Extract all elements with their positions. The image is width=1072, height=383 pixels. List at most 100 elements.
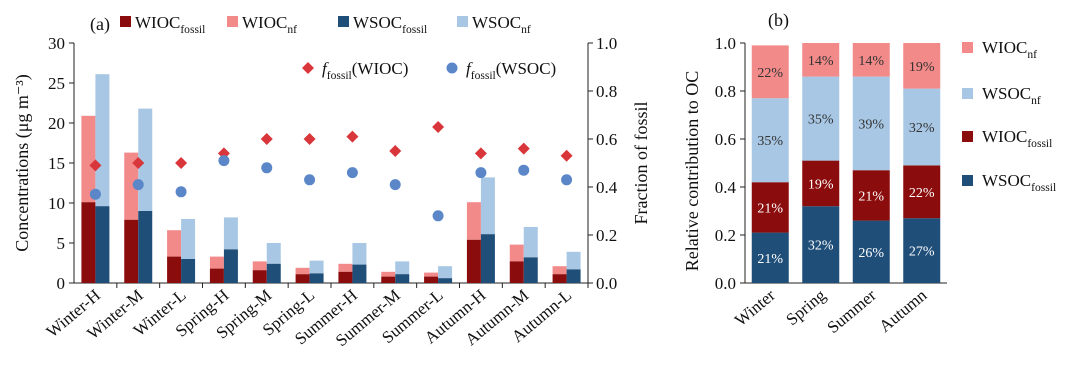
data-label: 35% xyxy=(808,113,834,128)
bar-segment-wsoc-fossil xyxy=(852,220,890,283)
bar-segment-wioc-nf xyxy=(751,45,789,99)
panel-label: (a) xyxy=(90,14,110,35)
bar-wioc-fossil xyxy=(124,219,139,283)
point-ffossil-wsoc xyxy=(132,179,144,191)
y-axis-title: Relative contribution to OC xyxy=(682,71,702,271)
bar-wioc-nf xyxy=(466,202,481,240)
bar-wsoc-fossil xyxy=(95,206,110,283)
bar-segment-wioc-nf xyxy=(852,43,890,77)
point-ffossil-wsoc xyxy=(432,210,444,222)
y-tick-label: 0.8 xyxy=(715,82,736,101)
x-tick-label: Winter xyxy=(731,285,779,330)
bar-wsoc-nf xyxy=(480,177,495,235)
bar-segment-wioc-fossil xyxy=(852,170,890,221)
point-ffossil-wsoc xyxy=(218,155,230,167)
bar-segment-wioc-fossil xyxy=(751,182,789,233)
bar-wsoc-nf xyxy=(395,261,410,275)
bar-wsoc-nf xyxy=(181,219,196,259)
y-tick-label: 30 xyxy=(48,34,65,53)
bar-wsoc-fossil xyxy=(352,264,367,283)
bar-segment-wsoc-fossil xyxy=(903,218,941,283)
bar-wioc-nf xyxy=(167,230,182,257)
y2-axis-title: Fraction of fossil xyxy=(631,102,651,225)
x-tick-label: Autumn xyxy=(875,285,930,336)
y-tick-label: 5 xyxy=(57,234,66,253)
legend-swatch xyxy=(962,131,973,142)
bar-wsoc-fossil xyxy=(138,211,153,283)
legend-swatch xyxy=(227,16,238,27)
bar-wsoc-fossil xyxy=(309,273,324,283)
bar-wioc-fossil xyxy=(209,268,224,283)
bar-segment-wioc-fossil xyxy=(903,165,941,219)
point-ffossil-wioc xyxy=(132,157,145,169)
y-tick-label: 20 xyxy=(48,114,65,133)
legend-label: WIOCnf xyxy=(242,13,297,36)
bar-wioc-nf xyxy=(381,271,396,277)
bar-wioc-fossil xyxy=(295,274,310,283)
bar-wsoc-fossil xyxy=(266,263,281,283)
bar-wioc-fossil xyxy=(466,239,481,283)
point-ffossil-wsoc xyxy=(261,162,273,174)
bar-wioc-nf xyxy=(509,244,524,262)
y-tick-label: 25 xyxy=(48,74,65,93)
bar-wioc-fossil xyxy=(167,256,182,283)
bar-wsoc-fossil xyxy=(480,234,495,283)
legend-swatch xyxy=(120,16,131,27)
data-label: 14% xyxy=(808,54,834,69)
point-ffossil-wsoc xyxy=(389,179,401,191)
y2-tick-label: 0.4 xyxy=(596,178,618,197)
x-tick-label: Summer xyxy=(823,285,880,337)
bar-wioc-fossil xyxy=(338,271,353,283)
panel-a-chart: 0 5 10 15 20 25 30 0.0 0.2 0.4 0.6 0.8 1.0 Concentrat… xyxy=(12,13,651,350)
bar-wsoc-fossil xyxy=(523,257,538,283)
bar-wioc-nf xyxy=(552,266,567,275)
y-tick-label: 0 xyxy=(57,274,66,293)
point-ffossil-wioc xyxy=(517,142,530,155)
legend-label-ffossil-wsoc: ffossil(WSOC) xyxy=(466,59,556,82)
bar-segment-wsoc-nf xyxy=(751,98,789,183)
bar-wioc-nf xyxy=(338,263,353,272)
bar-wioc-nf xyxy=(252,261,267,271)
legend-label-ffossil-wioc: ffossil(WIOC) xyxy=(322,59,408,82)
data-label: 21% xyxy=(858,189,884,204)
bar-wsoc-nf xyxy=(223,217,238,250)
legend-swatch xyxy=(962,42,973,53)
bar-wsoc-fossil xyxy=(181,259,196,283)
point-ffossil-wsoc xyxy=(304,174,316,186)
legend-swatch xyxy=(457,16,468,27)
bar-segment-wsoc-fossil xyxy=(751,232,789,283)
point-ffossil-wioc xyxy=(346,130,359,143)
bar-wioc-nf xyxy=(124,152,139,220)
data-label: 19% xyxy=(909,60,935,75)
data-label: 27% xyxy=(909,245,935,260)
legend-label: WSOCnf xyxy=(982,84,1041,107)
y2-tick-label: 0.8 xyxy=(596,82,617,101)
data-label: 26% xyxy=(858,246,884,261)
y-tick-label: 15 xyxy=(48,154,65,173)
point-ffossil-wsoc xyxy=(475,167,487,179)
point-ffossil-wioc xyxy=(175,157,188,169)
point-ffossil-wioc xyxy=(474,147,487,160)
legend-label: WIOCnf xyxy=(982,38,1037,61)
bar-wsoc-fossil xyxy=(395,274,410,283)
bar-wioc-fossil xyxy=(252,270,267,283)
bar-wioc-nf xyxy=(81,115,96,203)
bar-wsoc-nf xyxy=(352,243,367,265)
y-tick-label: 1.0 xyxy=(715,34,736,53)
bar-wsoc-nf xyxy=(566,251,581,270)
data-label: 21% xyxy=(757,252,783,267)
data-label: 22% xyxy=(757,66,783,81)
legend-label: WSOCfossil xyxy=(982,171,1056,194)
y2-tick-label: 0.0 xyxy=(596,274,617,293)
data-label: 22% xyxy=(909,186,935,201)
legend-label: WIOCfossil xyxy=(135,13,205,36)
bar-segment-wioc-fossil xyxy=(802,160,840,207)
point-ffossil-wioc xyxy=(432,121,445,133)
bar-wioc-fossil xyxy=(509,261,524,283)
y-tick-label: 10 xyxy=(48,194,65,213)
panel-b-chart: 0.0 0.2 0.4 0.6 0.8 1.0 Relative contribution … xyxy=(682,10,1056,337)
y-tick-label: 0.2 xyxy=(715,226,736,245)
point-ffossil-wsoc xyxy=(561,174,573,186)
legend-label: WSOCfossil xyxy=(353,13,427,36)
